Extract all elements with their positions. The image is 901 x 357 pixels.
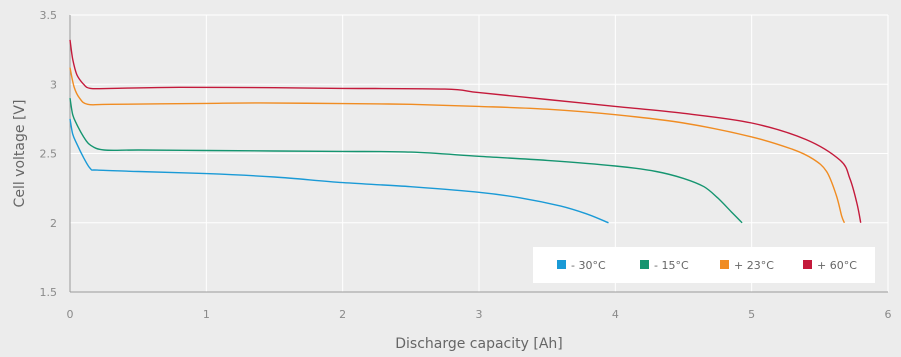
x-tick-label: 3	[476, 308, 483, 321]
y-tick-label: 2	[50, 217, 57, 230]
x-tick-label: 2	[339, 308, 346, 321]
x-axis-title: Discharge capacity [Ah]	[395, 336, 563, 352]
legend-label: + 60°C	[817, 259, 857, 272]
x-tick-label: 0	[67, 308, 74, 321]
axes	[69, 15, 888, 293]
legend-box	[533, 247, 875, 283]
y-tick-label: 2.5	[40, 148, 58, 161]
legend-swatch	[803, 260, 812, 269]
legend-swatch	[640, 260, 649, 269]
y-tick-label: 3.5	[40, 9, 58, 22]
series-line-0	[69, 118, 609, 224]
legend-label: + 23°C	[734, 259, 774, 272]
series-line-1	[69, 97, 743, 224]
legend: - 30°C - 15°C + 23°C + 60°C	[533, 247, 875, 283]
x-tick-label: 4	[612, 308, 619, 321]
series-line-3	[69, 39, 862, 223]
legend-label: - 30°C	[571, 259, 606, 272]
x-tick-label: 5	[748, 308, 755, 321]
gridlines	[70, 14, 889, 292]
series-line-2	[69, 67, 846, 224]
legend-swatch	[720, 260, 729, 269]
legend-swatch	[557, 260, 566, 269]
x-tick-label: 6	[885, 308, 892, 321]
legend-label: - 15°C	[654, 259, 689, 272]
tick-labels: 0 1 2 3 4 5 6 1.5 2 2.5 3 3.5	[40, 9, 892, 321]
y-tick-label: 1.5	[40, 286, 58, 299]
y-axis-title: Cell voltage [V]	[12, 100, 28, 208]
y-tick-label: 3	[50, 78, 57, 91]
x-tick-label: 1	[203, 308, 210, 321]
series-lines	[69, 39, 862, 224]
